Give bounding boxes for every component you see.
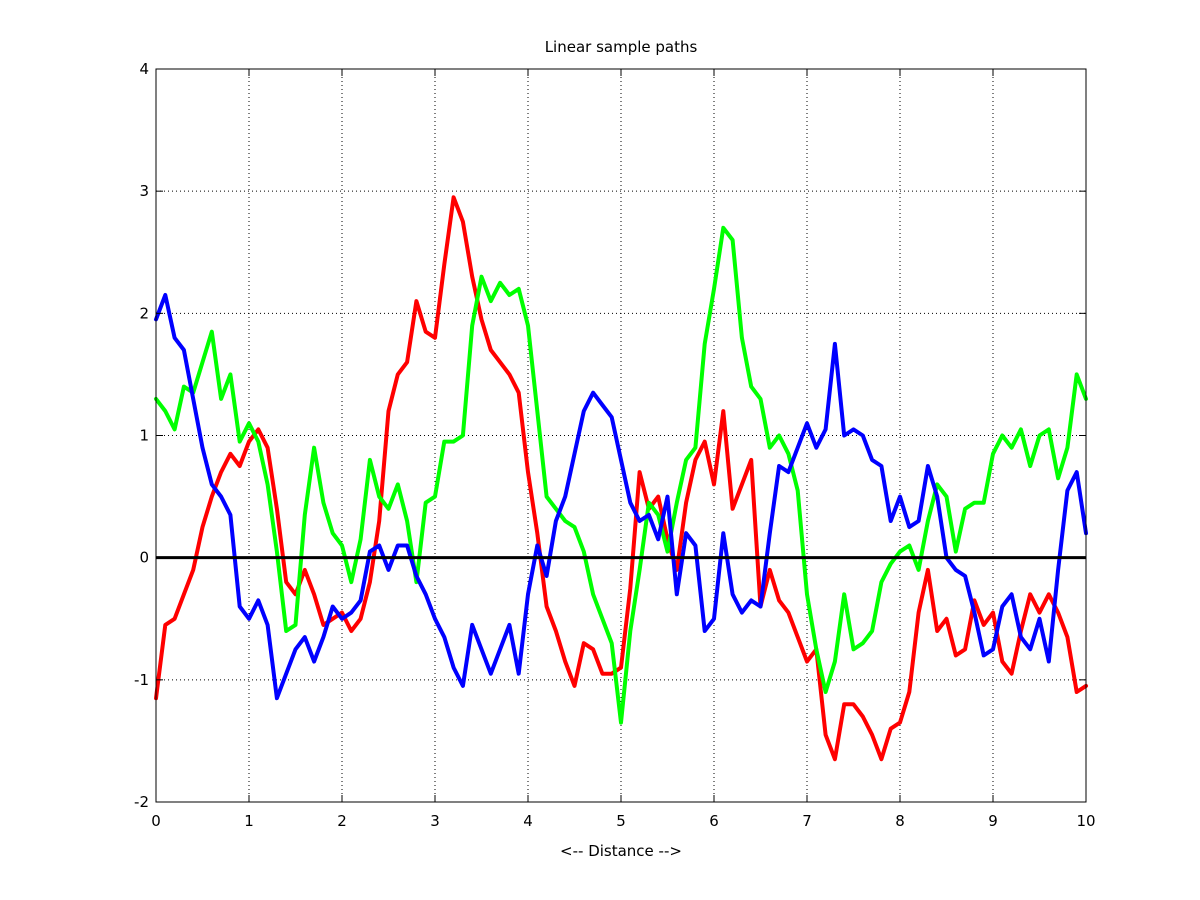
x-tick-label: 9 — [988, 812, 998, 830]
y-tick-label: 4 — [139, 60, 149, 78]
x-tick-label: 1 — [244, 812, 254, 830]
x-tick-label: 2 — [337, 812, 347, 830]
series-layer — [154, 195, 1088, 762]
series-line-3 — [154, 293, 1088, 701]
series-line-2 — [154, 225, 1088, 725]
chart-title: Linear sample paths — [545, 38, 698, 56]
x-tick-label: 4 — [523, 812, 533, 830]
x-tick-label: 0 — [151, 812, 161, 830]
y-tick-label: -1 — [134, 671, 149, 689]
x-tick-label: 3 — [430, 812, 440, 830]
series-line-1 — [154, 195, 1088, 762]
y-tick-label: 3 — [139, 182, 149, 200]
grid-lines — [156, 69, 1086, 802]
y-tick-label: 1 — [139, 427, 149, 445]
axis-ticks: 0 1 2 3 4 5 6 7 8 9 10 -2 -1 0 1 2 3 4 — [134, 60, 1096, 830]
x-tick-label: 7 — [802, 812, 812, 830]
y-tick-label: 2 — [139, 304, 149, 322]
x-tick-label: 10 — [1076, 812, 1095, 830]
y-tick-label: 0 — [139, 549, 149, 567]
x-axis-label: <-- Distance --> — [560, 842, 682, 860]
x-tick-label: 6 — [709, 812, 719, 830]
y-tick-label: -2 — [134, 793, 149, 811]
x-tick-label: 5 — [616, 812, 626, 830]
x-tick-label: 8 — [895, 812, 905, 830]
